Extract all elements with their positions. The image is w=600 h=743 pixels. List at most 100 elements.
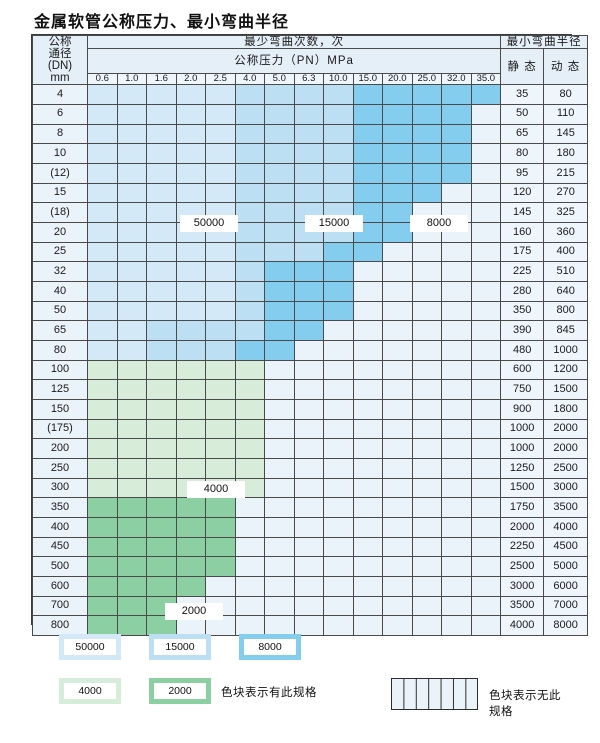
radius-static-cell: 1000 [500, 418, 545, 440]
no-spec-swatch [391, 678, 478, 710]
cell-spec [264, 162, 295, 184]
cell-spec [146, 359, 177, 381]
legend-swatch-label: 4000 [64, 683, 116, 699]
cell-spec [234, 280, 265, 302]
cell-no-spec [293, 556, 324, 578]
cell-no-spec [441, 438, 472, 460]
cell-no-spec [411, 536, 442, 558]
cell-spec [264, 182, 295, 204]
cell-spec [234, 339, 265, 361]
radius-dynamic-cell: 400 [543, 241, 589, 263]
cell-spec [205, 339, 236, 361]
cell-spec [441, 103, 472, 125]
cell-spec [175, 300, 206, 322]
cell-no-spec [470, 241, 502, 263]
cell-no-spec [352, 497, 383, 519]
cell-spec [441, 162, 472, 184]
cell-no-spec [441, 261, 472, 282]
cell-spec [87, 458, 118, 479]
cell-spec [116, 84, 147, 105]
cell-spec [382, 123, 413, 145]
cell-no-spec [382, 517, 413, 538]
cell-no-spec [441, 182, 472, 204]
cell-no-spec [293, 339, 324, 361]
cell-spec [234, 103, 265, 125]
cell-no-spec [352, 477, 383, 499]
cell-spec [205, 359, 236, 381]
cell-spec [175, 379, 206, 400]
cell-no-spec [470, 595, 502, 617]
dn-value-cell: 32 [32, 261, 88, 282]
radius-static-cell: 1750 [500, 497, 545, 519]
table-row: 450 2250 4500 [32, 536, 589, 558]
radius-static-cell: 2000 [500, 517, 545, 538]
radius-static-cell: 35 [500, 84, 545, 105]
cell-spec [293, 84, 324, 105]
cell-no-spec [441, 615, 472, 637]
table-row: 15 120 270 [32, 182, 589, 204]
cell-no-spec [264, 399, 295, 420]
cell-spec [264, 280, 295, 302]
pressure-col-header: 1.6 [146, 73, 177, 86]
radius-static-cell: 175 [500, 241, 545, 263]
cell-no-spec [323, 399, 354, 420]
radius-dynamic-cell: 1000 [543, 339, 589, 361]
cell-no-spec [323, 458, 354, 479]
cell-no-spec [352, 280, 383, 302]
table-row: 125 750 1500 [32, 379, 589, 400]
value-tag: 8000 [410, 215, 468, 232]
radius-dynamic-cell: 510 [543, 261, 589, 282]
radius-static-cell: 350 [500, 300, 545, 322]
cell-no-spec [441, 576, 472, 597]
cell-spec [234, 123, 265, 145]
cell-spec [175, 458, 206, 479]
cell-spec [352, 241, 383, 263]
cell-spec [382, 162, 413, 184]
cell-spec [146, 536, 177, 558]
spec-table: 公称 通径 (DN) mm 最少弯曲次数，次 最小弯曲半径 公称压力（PN）MP… [31, 34, 589, 637]
cell-spec [234, 399, 265, 420]
cell-spec [205, 517, 236, 538]
cell-no-spec [352, 261, 383, 282]
cell-spec [146, 300, 177, 322]
cell-no-spec [323, 595, 354, 617]
cell-no-spec [441, 379, 472, 400]
radius-dynamic-cell: 270 [543, 182, 589, 204]
header-row-2: 公称压力（PN）MPa 静 态 动 态 [33, 48, 589, 86]
table-row: 500 2500 5000 [32, 556, 589, 578]
cell-no-spec [382, 339, 413, 361]
cell-spec [116, 320, 147, 341]
cell-spec [323, 143, 354, 164]
cell-spec [175, 438, 206, 460]
cell-spec [146, 182, 177, 204]
cell-spec [470, 84, 502, 105]
cell-spec [116, 438, 147, 460]
cell-no-spec [352, 339, 383, 361]
legend-swatch: 2000 [149, 678, 211, 704]
cell-no-spec [323, 477, 354, 499]
cell-spec [175, 84, 206, 105]
cell-spec [293, 280, 324, 302]
cell-no-spec [352, 418, 383, 440]
radius-dynamic-cell: 800 [543, 300, 589, 322]
cell-spec [87, 261, 118, 282]
cell-spec [411, 103, 442, 125]
dn-header-line-1: 公称 [48, 36, 72, 48]
cell-no-spec [411, 339, 442, 361]
dn-value-cell: 200 [32, 438, 88, 460]
cell-no-spec [264, 438, 295, 460]
cell-no-spec [470, 576, 502, 597]
cell-no-spec [441, 556, 472, 578]
cell-spec [382, 143, 413, 164]
cell-spec [146, 261, 177, 282]
cell-no-spec [293, 615, 324, 637]
radius-static-header: 静 态 [500, 48, 545, 86]
cell-spec [146, 221, 177, 243]
table-row: 8 65 145 [32, 123, 589, 145]
cell-spec [116, 103, 147, 125]
cell-spec [116, 261, 147, 282]
cell-spec [293, 261, 324, 282]
cell-spec [293, 123, 324, 145]
dn-value-cell: 350 [32, 497, 88, 519]
cell-no-spec [293, 399, 324, 420]
